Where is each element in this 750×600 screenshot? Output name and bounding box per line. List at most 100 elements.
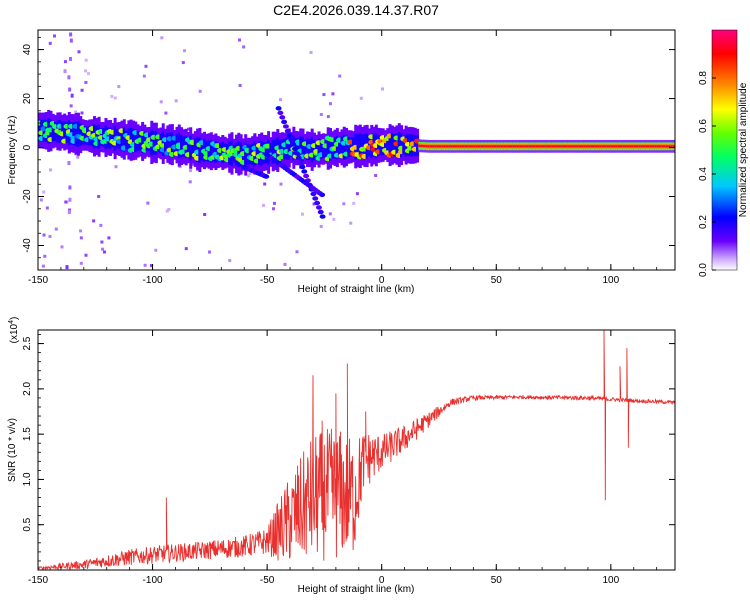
heatmap-band-core [503, 145, 507, 148]
heatmap-band [81, 125, 85, 145]
snr-y-scale-exponent: 4 [8, 320, 15, 324]
heatmap-band-core [560, 145, 564, 148]
spectrogram-y-tick-label: 40 [22, 44, 33, 56]
heatmap-band [166, 132, 170, 156]
heatmap-speckle [84, 69, 88, 73]
heatmap-band [212, 141, 216, 162]
heatmap-band-core [475, 145, 479, 148]
heatmap-band [377, 134, 381, 156]
heatmap-band-core [427, 145, 431, 148]
heatmap-band-core [638, 145, 642, 148]
heatmap-band [198, 136, 202, 164]
heatmap-streak [310, 191, 317, 197]
heatmap-band [383, 136, 387, 155]
heatmap-band-core [633, 145, 637, 148]
heatmap-speckle [63, 69, 67, 74]
heatmap-band-core [466, 145, 470, 148]
heatmap-band-core [565, 145, 569, 148]
heatmap-band-core [473, 145, 477, 148]
heatmap-speckle [150, 264, 154, 268]
heatmap-band-core [576, 145, 580, 148]
heatmap-band [244, 142, 248, 168]
heatmap-speckle [70, 93, 74, 98]
heatmap-band-core [477, 145, 481, 148]
heatmap-speckle [48, 41, 52, 45]
spectrogram-x-label: Height of straight line (km) [298, 284, 415, 295]
heatmap-speckle [300, 212, 304, 216]
heatmap-band [317, 138, 321, 161]
heatmap-band [262, 142, 266, 164]
heatmap-band [264, 142, 268, 164]
heatmap-band [283, 139, 287, 159]
heatmap-speckle [248, 172, 252, 176]
heatmap-speckle [349, 221, 353, 225]
heatmap-band [189, 135, 193, 161]
heatmap-speckle [53, 34, 57, 38]
heatmap-speckle [42, 233, 46, 237]
heatmap-band [413, 134, 417, 157]
heatmap-band [255, 143, 259, 164]
heatmap-band [271, 139, 275, 164]
heatmap-band-core [452, 145, 456, 148]
heatmap-band [209, 139, 213, 163]
heatmap-band-core [438, 145, 442, 148]
heatmap-band-core [443, 145, 447, 148]
heatmap-band [274, 139, 278, 163]
heatmap-speckle [117, 85, 121, 89]
heatmap-band-core [629, 145, 633, 148]
heatmap-speckle [84, 80, 88, 84]
heatmap-streak [292, 146, 299, 152]
heatmap-streak [282, 124, 289, 129]
heatmap-speckle [328, 102, 332, 106]
heatmap-speckle [295, 250, 299, 254]
heatmap-band [120, 128, 124, 151]
snr-x-tick-label: -50 [260, 575, 275, 586]
heatmap-band [301, 136, 305, 161]
heatmap-band [38, 119, 41, 142]
heatmap-band-core [441, 145, 445, 148]
heatmap-speckle [63, 60, 67, 64]
heatmap-speckle [74, 110, 78, 114]
heatmap-speckle [331, 92, 335, 96]
heatmap-band-core [526, 145, 530, 148]
snr-y-tick-label: 0.5 [22, 517, 33, 531]
heatmap-speckle [279, 98, 283, 102]
colorbar: 0.0 0.2 0.4 0.6 0.8 Normalized spectral ampl… [698, 29, 749, 277]
heatmap-streak [263, 174, 270, 179]
heatmap-band-core [558, 145, 562, 148]
heatmap-band [51, 120, 55, 142]
heatmap-band-core [656, 145, 660, 148]
heatmap-speckle [49, 168, 53, 172]
heatmap-streak [319, 214, 326, 219]
heatmap-speckle [80, 88, 84, 92]
heatmap-band [397, 131, 401, 159]
heatmap-band [322, 139, 326, 159]
heatmap-band [111, 129, 115, 148]
heatmap-band-core [574, 145, 578, 148]
heatmap-speckle [272, 201, 276, 205]
heatmap-speckle [101, 247, 105, 251]
heatmap-band-core [487, 145, 491, 148]
heatmap-speckle [43, 254, 47, 258]
heatmap-speckle [65, 265, 69, 270]
colorbar-tick-label: 0.0 [698, 263, 709, 277]
heatmap-band-core [624, 145, 628, 148]
heatmap-band-core [530, 145, 534, 148]
spectrogram-y-ticks: -40 -20 0 20 40 [22, 36, 675, 271]
heatmap-band-core [626, 145, 630, 148]
heatmap-band [287, 136, 291, 160]
heatmap-band [296, 138, 300, 159]
heatmap-band [361, 134, 365, 158]
heatmap-band [193, 138, 197, 160]
heatmap-band-core [622, 145, 626, 148]
heatmap-band-core [507, 145, 511, 148]
heatmap-band-core [468, 145, 472, 148]
heatmap-band-core [555, 145, 559, 148]
heatmap-band-core [636, 145, 640, 148]
heatmap-band-core [484, 145, 488, 148]
spectrogram-x-tick-label: 0 [379, 275, 385, 286]
heatmap-band-core [429, 145, 433, 148]
heatmap-band-core [455, 145, 459, 148]
heatmap-band [342, 134, 346, 160]
heatmap-speckle [247, 174, 251, 178]
